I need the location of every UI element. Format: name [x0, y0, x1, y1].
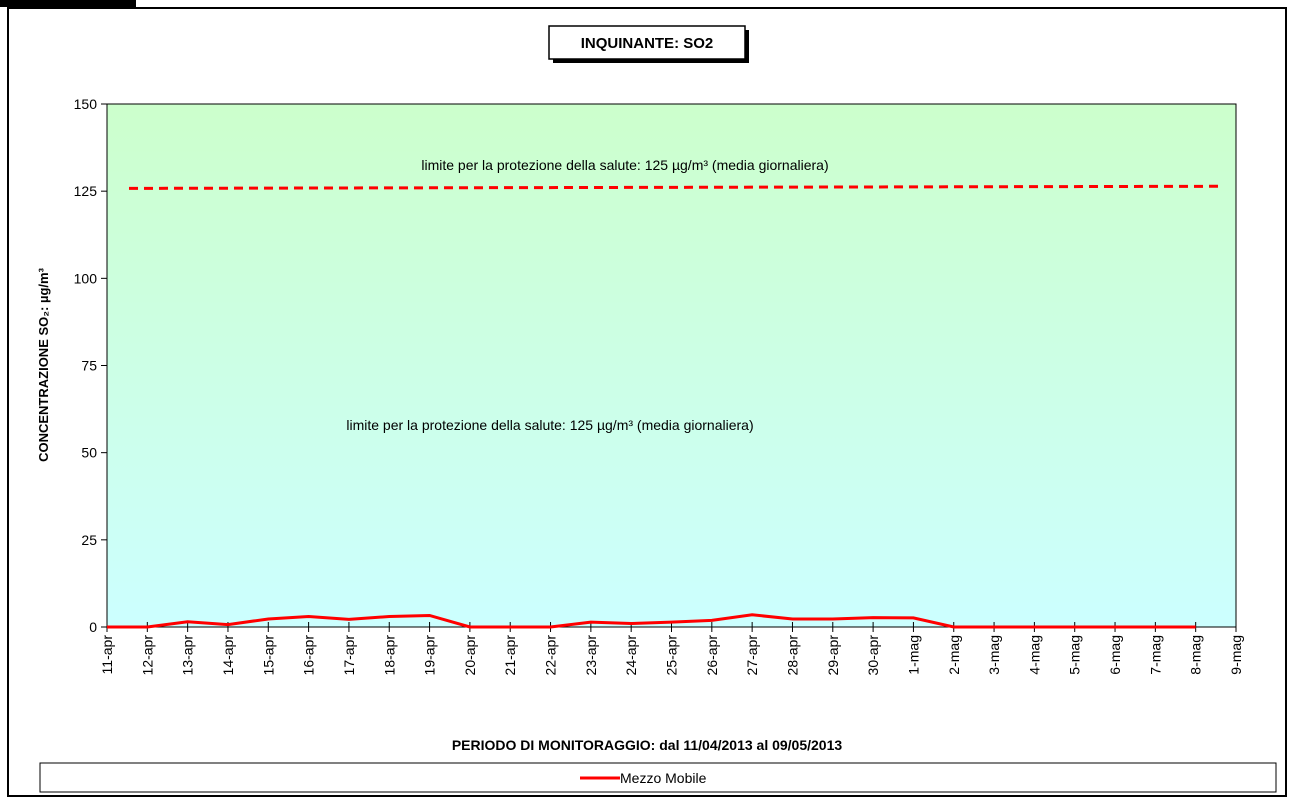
x-axis-label: PERIODO DI MONITORAGGIO: dal 11/04/2013 …: [452, 737, 843, 753]
y-tick-label: 125: [74, 183, 98, 199]
x-tick-label: 19-apr: [422, 635, 438, 676]
x-tick-label: 7-mag: [1147, 635, 1163, 675]
x-tick-label: 3-mag: [986, 635, 1002, 675]
x-tick-label: 15-apr: [260, 635, 276, 676]
x-tick-label: 12-apr: [139, 635, 155, 676]
reference-line: [128, 184, 1221, 190]
x-tick-label: 16-apr: [301, 635, 317, 676]
x-tick-label: 18-apr: [381, 635, 397, 676]
x-tick-label: 11-apr: [99, 635, 115, 675]
x-tick-label: 26-apr: [704, 635, 720, 676]
x-tick-label: 28-apr: [784, 635, 800, 676]
x-tick-label: 1-mag: [905, 635, 921, 675]
title-box: [548, 25, 746, 60]
x-tick-label: 22-apr: [543, 635, 559, 676]
x-tick-label: 21-apr: [502, 635, 518, 676]
x-tick-label: 23-apr: [583, 635, 599, 676]
x-tick-label: 8-mag: [1188, 635, 1204, 675]
x-tick-label: 27-apr: [744, 635, 760, 676]
annotation: limite per la protezione della salute: 1…: [346, 417, 753, 433]
x-tick-label: 4-mag: [1026, 635, 1042, 675]
x-tick-label: 24-apr: [623, 635, 639, 676]
legend-label: Mezzo Mobile: [620, 770, 707, 786]
annotation: limite per la protezione della salute: 1…: [421, 157, 828, 173]
x-tick-label: 6-mag: [1107, 635, 1123, 675]
x-tick-label: 9-mag: [1228, 635, 1244, 675]
x-tick-label: 17-apr: [341, 635, 357, 676]
x-tick-label: 14-apr: [220, 635, 236, 676]
chart-title: INQUINANTE: SO2: [581, 35, 714, 52]
x-tick-label: 29-apr: [825, 635, 841, 676]
y-tick-label: 25: [81, 532, 97, 548]
header-fragment: [0, 0, 136, 7]
x-tick-label: 25-apr: [664, 635, 680, 676]
y-tick-label: 150: [74, 96, 98, 112]
legend-box: [39, 762, 1277, 793]
plot-area: [106, 103, 1237, 628]
y-tick-label: 100: [74, 270, 98, 286]
x-tick-label: 20-apr: [462, 635, 478, 676]
x-tick-label: 30-apr: [865, 635, 881, 676]
y-axis-label: CONCENTRAZIONE SO₂: µg/m³: [36, 267, 51, 461]
x-tick-label: 2-mag: [946, 635, 962, 675]
x-tick-label: 5-mag: [1067, 635, 1083, 675]
y-tick-label: 50: [81, 445, 97, 461]
y-tick-label: 0: [89, 619, 97, 635]
y-tick-label: 75: [81, 358, 97, 374]
data-line: [107, 613, 1196, 629]
x-tick-label: 13-apr: [180, 635, 196, 676]
